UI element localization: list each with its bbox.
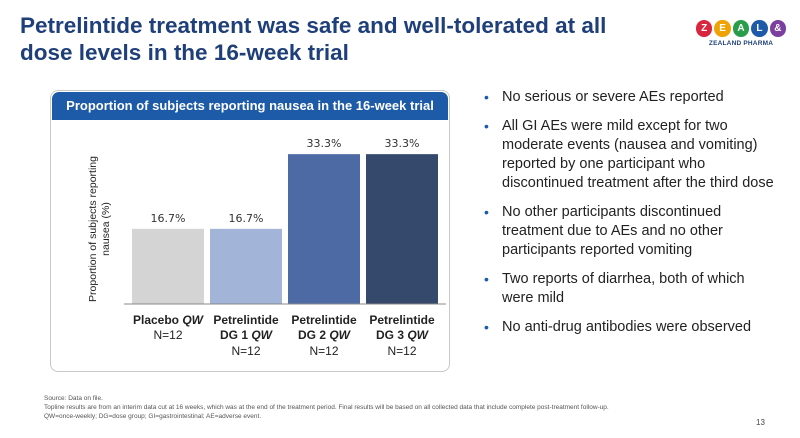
logo-letter: A	[732, 20, 750, 37]
tick-label: DG 1 QW	[220, 328, 274, 342]
chart-panel-header: Proportion of subjects reporting nausea …	[52, 92, 448, 120]
bullet-text: No other participants discontinued treat…	[502, 204, 723, 258]
data-label: 33.3%	[385, 137, 420, 150]
zealand-logo: Z E A L & ZEALAND PHARMA	[695, 20, 787, 60]
slide-title: Petrelintide treatment was safe and well…	[20, 13, 607, 65]
bar	[366, 154, 438, 304]
footnote-line: Source: Data on file.	[44, 395, 103, 402]
key-findings-list: • No serious or severe AEs reported • All G…	[484, 88, 774, 347]
tick-label: N=12	[309, 344, 338, 358]
logo-text: ZEALAND PHARMA	[708, 40, 774, 47]
tick-label: Petrelintide	[213, 313, 279, 327]
bullet-item: • Two reports of diarrhea, both of which …	[484, 270, 774, 308]
bullet-text: No serious or severe AEs reported	[502, 89, 724, 105]
logo-letter: Z	[695, 20, 713, 37]
data-label: 16.7%	[229, 212, 264, 225]
tick-label: Petrelintide	[369, 313, 435, 327]
bullet-text: All GI AEs were mild except for two mode…	[502, 118, 774, 191]
data-label: 33.3%	[307, 137, 342, 150]
bullet-item: • No other participants discontinued trea…	[484, 203, 774, 260]
tick-label: Placebo QW	[133, 313, 205, 327]
logo-letter: &	[769, 20, 787, 37]
bullet-dot-icon: •	[484, 89, 489, 105]
y-axis-label: Proportion of subjects reportingnausea (…	[87, 156, 112, 302]
bar	[288, 154, 360, 304]
tick-label: N=12	[153, 328, 182, 342]
page-number: 13	[756, 418, 765, 427]
logo-letter: L	[751, 20, 768, 37]
bar	[210, 228, 282, 304]
tick-label: DG 3 QW	[376, 328, 430, 342]
bar	[132, 228, 204, 304]
footnote-line: QW=once-weekly; DG=dose group; GI=gastro…	[44, 413, 262, 420]
bullet-item: • All GI AEs were mild except for two mod…	[484, 117, 774, 193]
footnotes: Source: Data on file. Topline results are…	[44, 394, 744, 421]
bullet-item: • No anti-drug antibodies were observed	[484, 318, 774, 337]
nausea-bar-chart: Proportion of subjects reportingnausea (…	[87, 137, 446, 358]
bullet-dot-icon: •	[484, 319, 489, 335]
logo-letter: E	[714, 20, 731, 37]
tick-label: Petrelintide	[291, 313, 357, 327]
tick-label: N=12	[231, 344, 260, 358]
bullet-dot-icon: •	[484, 118, 489, 134]
bullet-text: No anti-drug antibodies were observed	[502, 319, 752, 335]
bullet-dot-icon: •	[484, 204, 489, 220]
data-label: 16.7%	[151, 212, 186, 225]
bullet-dot-icon: •	[484, 271, 489, 287]
tick-label: N=12	[387, 344, 416, 358]
footnote-line: Topline results are from an interim data…	[44, 404, 609, 411]
bullet-text: Two reports of diarrhea, both of which w…	[502, 271, 745, 306]
bullet-item: • No serious or severe AEs reported	[484, 88, 774, 107]
tick-label: DG 2 QW	[298, 328, 352, 342]
